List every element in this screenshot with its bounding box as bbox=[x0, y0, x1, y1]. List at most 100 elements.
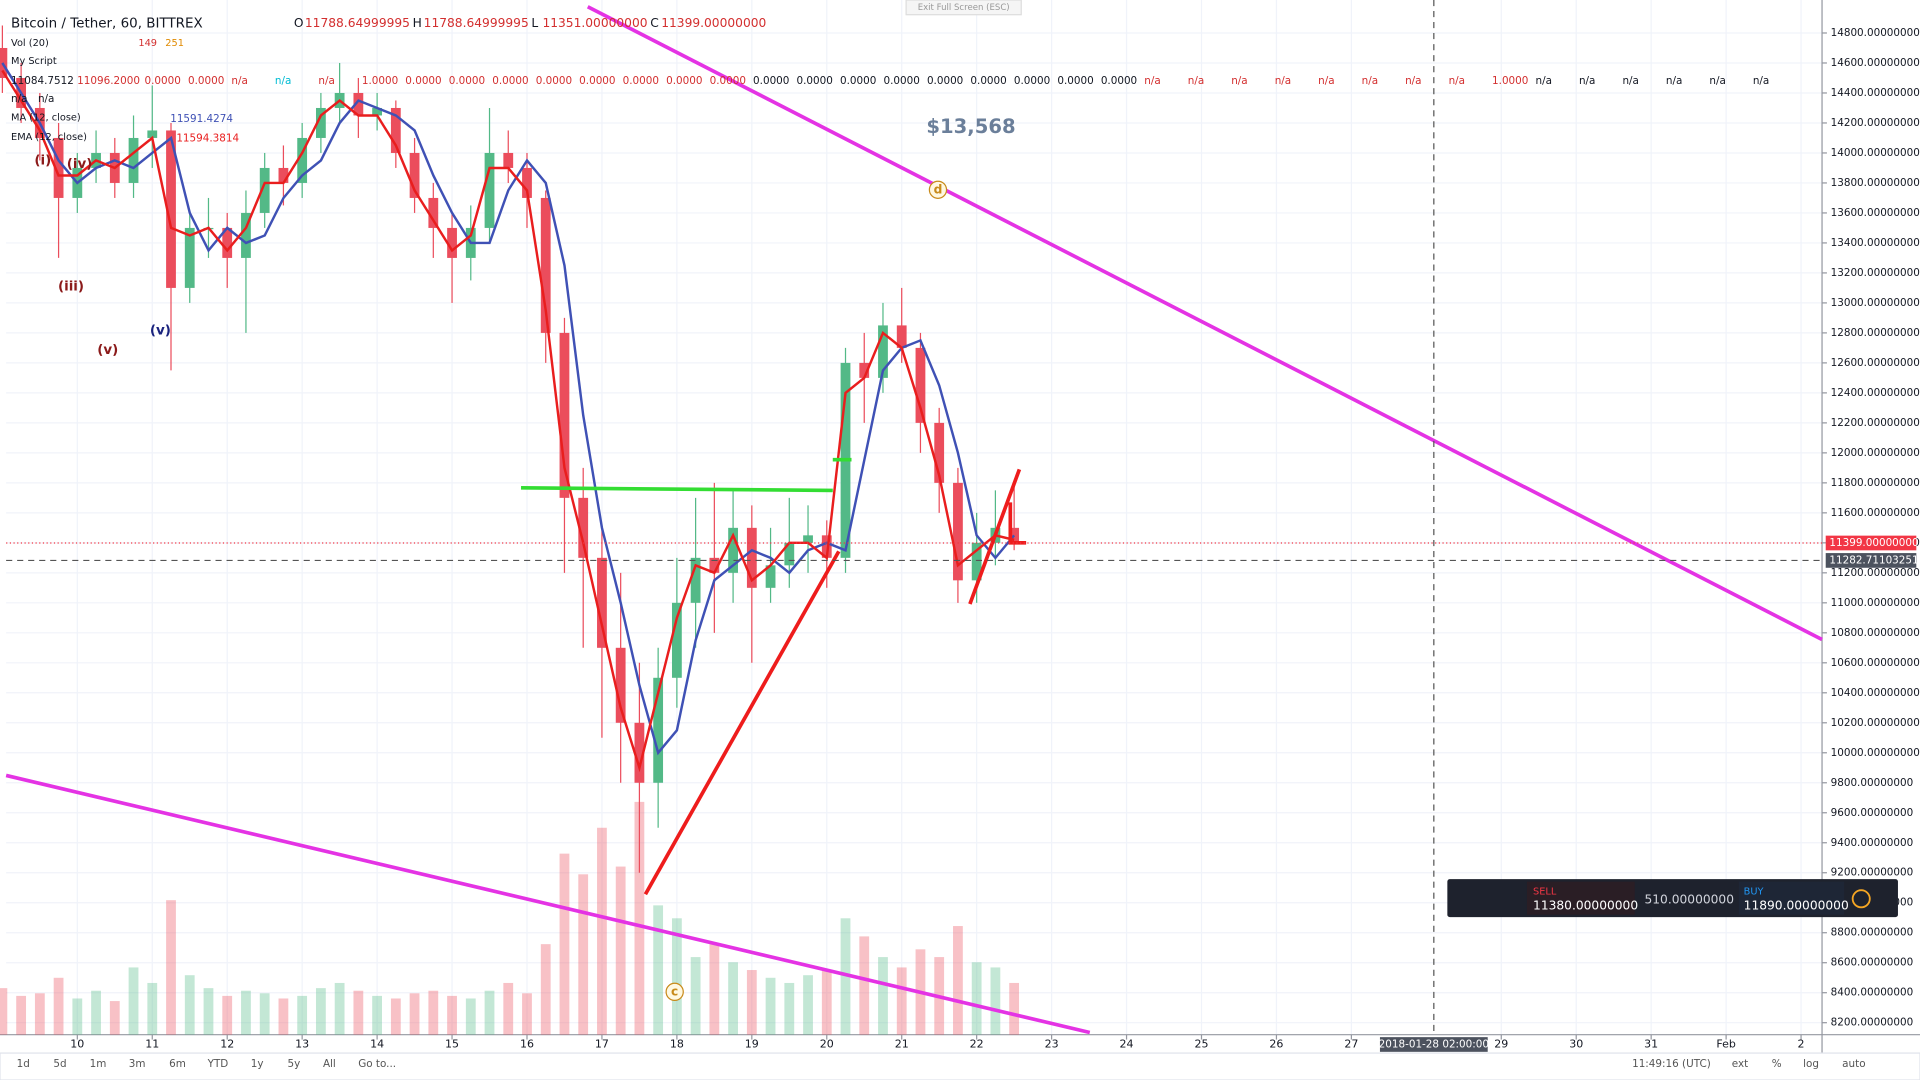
script-value: 0.0000 bbox=[797, 75, 833, 87]
toolbar-button[interactable]: 1d bbox=[17, 1058, 30, 1070]
script-value: 0.0000 bbox=[1057, 75, 1093, 87]
toolbar-button[interactable]: 1m bbox=[90, 1058, 107, 1070]
toolbar-button[interactable]: 3m bbox=[129, 1058, 146, 1070]
volume-bar bbox=[334, 982, 345, 1035]
trade-sell-price[interactable]: 11380.00000000 bbox=[1533, 899, 1638, 913]
trend-line bbox=[521, 486, 833, 493]
exit-full-screen[interactable]: Exit Full Screen (ESC) bbox=[918, 3, 1010, 13]
indicator-name: My Script bbox=[11, 56, 57, 67]
y-tick-label: 8800.00000000 bbox=[1831, 927, 1914, 939]
toolbar-button[interactable]: All bbox=[323, 1058, 336, 1070]
trade-buy-label[interactable]: BUY bbox=[1744, 886, 1764, 897]
toolbar-button[interactable]: 6m bbox=[169, 1058, 186, 1070]
script-value: n/a bbox=[38, 93, 54, 105]
volume-bar bbox=[353, 990, 364, 1035]
volume-bar bbox=[147, 982, 158, 1035]
volume-bar bbox=[259, 993, 270, 1035]
y-tick-label: 10600.00000000 bbox=[1831, 657, 1920, 669]
annotation: (iv) bbox=[67, 157, 93, 172]
y-tick-label: 14400.00000000 bbox=[1831, 87, 1920, 99]
volume-bar bbox=[709, 944, 720, 1035]
script-value: n/a bbox=[1318, 75, 1334, 87]
volume-bar bbox=[203, 988, 214, 1035]
script-value: 0.0000 bbox=[623, 75, 659, 87]
annotation: (iii) bbox=[58, 280, 84, 295]
toolbar-button[interactable]: Go to... bbox=[358, 1058, 396, 1070]
last-price-box bbox=[1825, 535, 1917, 551]
candle-body bbox=[184, 227, 195, 288]
volume-bar bbox=[559, 853, 570, 1035]
y-tick-label: 11800.00000000 bbox=[1831, 477, 1920, 489]
ohlc-key: L bbox=[531, 16, 538, 30]
y-tick-label: 10200.00000000 bbox=[1831, 717, 1920, 729]
y-tick-label: 8600.00000000 bbox=[1831, 957, 1914, 969]
volume-bar bbox=[690, 957, 701, 1035]
indicator-value: 11594.3814 bbox=[176, 132, 239, 144]
volume-bar bbox=[821, 970, 832, 1035]
x-tick-label: 26 bbox=[1269, 1037, 1283, 1050]
y-tick-label: 9600.00000000 bbox=[1831, 807, 1914, 819]
script-value: 0.0000 bbox=[1101, 75, 1137, 87]
toolbar-button[interactable]: log bbox=[1803, 1058, 1819, 1070]
candle-body bbox=[503, 152, 514, 168]
x-tick-label: 24 bbox=[1120, 1037, 1134, 1050]
volume-bar bbox=[540, 944, 551, 1035]
volume-bar bbox=[784, 982, 795, 1035]
annotation: d bbox=[934, 182, 943, 196]
y-tick-label: 10800.00000000 bbox=[1831, 627, 1920, 639]
script-value: 0.0000 bbox=[536, 75, 572, 87]
volume-bar bbox=[0, 988, 8, 1035]
volume-bar bbox=[222, 995, 233, 1035]
script-value: n/a bbox=[231, 75, 247, 87]
script-value: n/a bbox=[1188, 75, 1204, 87]
volume-bar bbox=[91, 990, 101, 1035]
x-tick-label: 12 bbox=[220, 1037, 234, 1050]
script-value: n/a bbox=[1144, 75, 1160, 87]
x-tick-label: 23 bbox=[1045, 1037, 1059, 1050]
volume-bar bbox=[166, 900, 176, 1035]
crosshair-x-label: 2018-01-28 02:00:00 bbox=[1379, 1038, 1489, 1050]
y-tick-label: 12000.00000000 bbox=[1831, 447, 1920, 459]
y-tick-label: 9200.00000000 bbox=[1831, 867, 1914, 879]
toolbar-button[interactable]: ext bbox=[1732, 1058, 1748, 1070]
volume-bar bbox=[241, 990, 251, 1035]
y-tick-label: 9400.00000000 bbox=[1831, 837, 1914, 849]
annotation: (v) bbox=[150, 324, 171, 339]
candle-body bbox=[671, 602, 682, 678]
x-tick-label: 10 bbox=[70, 1037, 84, 1050]
toolbar-button[interactable]: YTD bbox=[207, 1058, 229, 1070]
y-tick-label: 12800.00000000 bbox=[1831, 327, 1920, 339]
candle-body bbox=[540, 197, 551, 333]
volume-bar bbox=[1009, 982, 1020, 1035]
trade-sell-label[interactable]: SELL bbox=[1533, 886, 1557, 897]
y-tick-label: 13800.00000000 bbox=[1831, 177, 1920, 189]
chart-title: Bitcoin / Tether, 60, BITTREX bbox=[11, 16, 203, 31]
script-value: 0.0000 bbox=[970, 75, 1006, 87]
candle-body bbox=[934, 422, 945, 483]
toolbar-button[interactable]: % bbox=[1772, 1058, 1782, 1070]
toolbar-button[interactable]: 1y bbox=[251, 1058, 264, 1070]
toolbar-button[interactable]: 5d bbox=[53, 1058, 66, 1070]
script-value: 0.0000 bbox=[927, 75, 963, 87]
annotation: (i) bbox=[34, 153, 51, 168]
candle-body bbox=[484, 152, 495, 228]
candle-body bbox=[915, 347, 926, 423]
crosshair-y-label: 11282.71103251 bbox=[1829, 554, 1918, 566]
toolbar-button[interactable]: auto bbox=[1842, 1058, 1865, 1070]
ohlc-value: 11399.00000000 bbox=[661, 16, 766, 30]
script-value: 0.0000 bbox=[840, 75, 876, 87]
y-tick-label: 12200.00000000 bbox=[1831, 417, 1920, 429]
volume-bar bbox=[484, 990, 495, 1035]
y-tick-label: 13200.00000000 bbox=[1831, 267, 1920, 279]
candle-body bbox=[653, 677, 664, 783]
candle-body bbox=[166, 130, 176, 288]
x-tick-label: 13 bbox=[295, 1037, 309, 1050]
y-tick-label: 14000.00000000 bbox=[1831, 147, 1920, 159]
toolbar-button[interactable]: 5y bbox=[287, 1058, 300, 1070]
y-tick-label: 11600.00000000 bbox=[1831, 507, 1920, 519]
trade-buy-price[interactable]: 11890.00000000 bbox=[1744, 899, 1849, 913]
script-value: n/a bbox=[1709, 75, 1725, 87]
script-value: 1.0000 bbox=[362, 75, 398, 87]
info-icon bbox=[1851, 889, 1871, 909]
